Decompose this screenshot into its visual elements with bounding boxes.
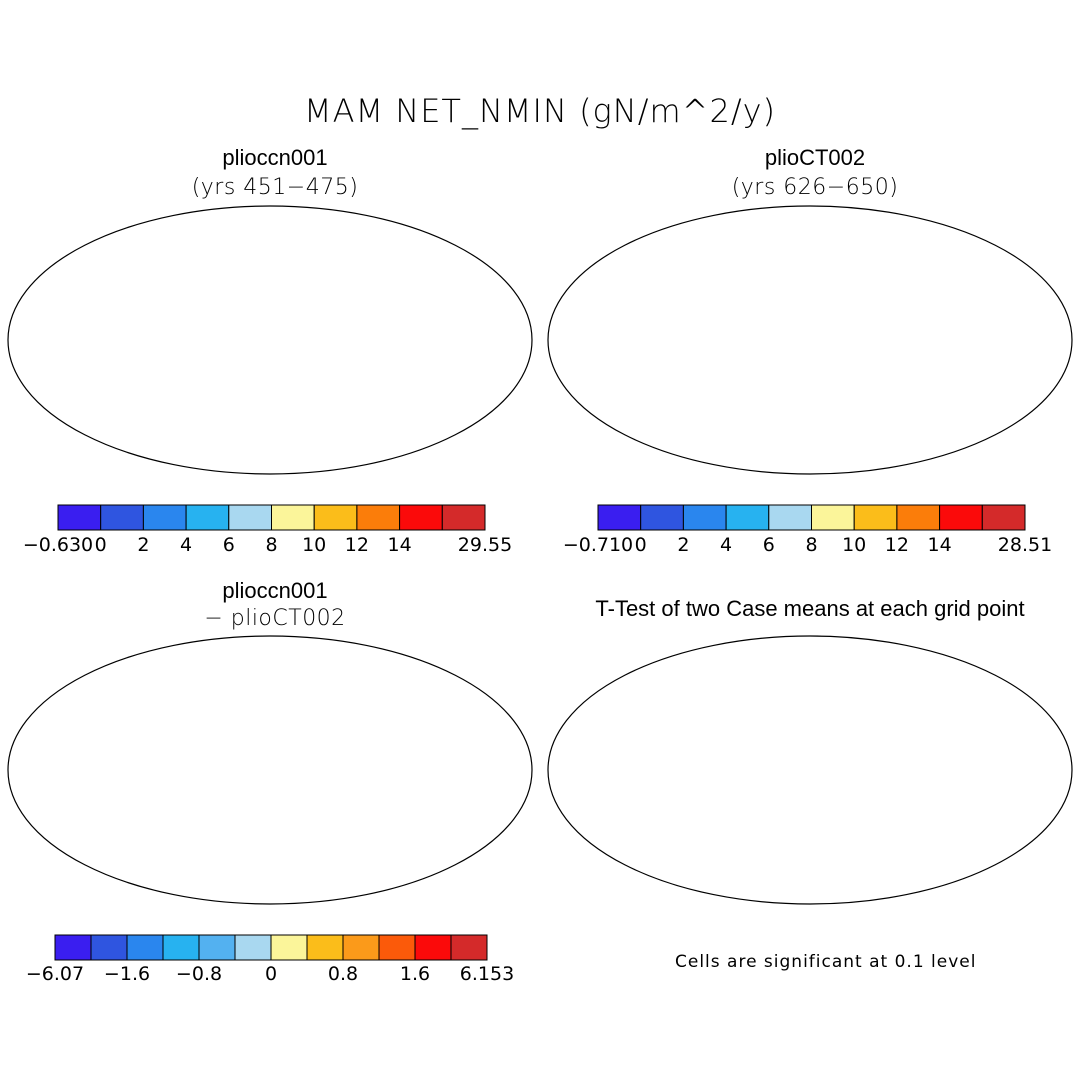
colorbar-3-tick-label: 1.6	[399, 963, 431, 985]
colorbar-2-swatch	[853, 504, 898, 531]
panel-1-subtitle: (yrs 451−475)	[191, 175, 359, 200]
colorbar-2-tick-label: 10	[842, 534, 867, 556]
colorbar-2-swatch	[682, 504, 727, 531]
colorbar-3-swatch	[162, 934, 200, 961]
colorbar-2-tick-label: 2	[677, 534, 690, 556]
colorbar-1-tick-label: 8	[265, 534, 278, 556]
colorbar-2-swatch	[939, 504, 983, 531]
colorbar-1-tick-label: 6	[222, 534, 235, 556]
colorbar-3-swatch	[378, 934, 416, 961]
colorbar-2-tick-label: 28.51	[997, 534, 1053, 556]
panel-2-subtitle: (yrs 626−650)	[731, 175, 899, 200]
panel-2-title: plioCT002	[764, 145, 866, 170]
colorbar-1-swatch	[356, 504, 401, 531]
colorbar-3-tick-label: 6.153	[459, 963, 515, 985]
colorbar-1-swatch	[57, 504, 102, 531]
colorbar-1-swatch	[142, 504, 187, 531]
colorbar-2-tick-label: 4	[720, 534, 733, 556]
colorbar-1-swatch	[228, 504, 273, 531]
panel-1-title: plioccn001	[222, 145, 328, 170]
panel-3-title: plioccn001	[222, 578, 328, 603]
colorbar-1-tick-label: 2	[137, 534, 150, 556]
colorbar-1-tick-label: 0	[94, 534, 107, 556]
colorbar-3-swatch	[198, 934, 236, 961]
colorbar-1-tick-label: 4	[180, 534, 193, 556]
map-panel-4	[547, 635, 1073, 905]
colorbar-1-swatch	[399, 504, 443, 531]
colorbar-3-swatch	[54, 934, 92, 961]
colorbar-1-tick-label: 12	[344, 534, 369, 556]
colorbar-1-swatch	[271, 504, 315, 531]
colorbar-1-swatch	[441, 504, 486, 531]
map-panel-3	[7, 635, 533, 905]
panel-3-subtitle: − plioCT002	[204, 606, 346, 631]
map-panel-1	[7, 205, 533, 475]
colorbar-3-swatch	[270, 934, 308, 961]
colorbar-2-swatch	[768, 504, 812, 531]
colorbar-3-swatch	[450, 934, 488, 961]
colorbar-3-tick-label: −0.8	[175, 963, 223, 985]
panel-4-title: T-Test of two Case means at each grid po…	[595, 596, 1025, 621]
map-panel-2	[547, 205, 1073, 475]
colorbar-2-tick-label: 14	[927, 534, 952, 556]
colorbar-2	[597, 504, 1026, 531]
colorbar-3-swatch	[90, 934, 128, 961]
significance-note: Cells are significant at 0.1 level	[675, 952, 977, 972]
colorbar-1-tick-label: 10	[302, 534, 327, 556]
colorbar-3-swatch	[126, 934, 164, 961]
colorbar-2-tick-label: 6	[762, 534, 775, 556]
colorbar-1-swatch	[185, 504, 230, 531]
colorbar-2-swatch	[725, 504, 770, 531]
colorbar-2-swatch	[597, 504, 642, 531]
colorbar-2-tick-label: −0.710	[562, 534, 634, 556]
colorbar-2-swatch	[640, 504, 684, 531]
colorbar-1-tick-label: −0.630	[22, 534, 94, 556]
colorbar-2-tick-label: 12	[884, 534, 909, 556]
colorbar-3-tick-label: 0.8	[327, 963, 359, 985]
colorbar-1-tick-label: 29.55	[457, 534, 513, 556]
main-title: MAM NET_NMIN (gN/m^2/y)	[303, 92, 777, 130]
colorbar-2-swatch	[811, 504, 855, 531]
colorbar-3-tick-label: −1.6	[103, 963, 151, 985]
colorbar-1	[57, 504, 486, 531]
colorbar-2-tick-label: 0	[634, 534, 647, 556]
colorbar-3-swatch	[342, 934, 380, 961]
colorbar-3-swatch	[234, 934, 272, 961]
colorbar-2-swatch	[981, 504, 1026, 531]
colorbar-2-swatch	[896, 504, 941, 531]
colorbar-3-swatch	[306, 934, 344, 961]
colorbar-1-swatch	[100, 504, 144, 531]
colorbar-2-tick-label: 8	[805, 534, 818, 556]
colorbar-3-tick-label: 0	[264, 963, 278, 985]
colorbar-3-tick-label: −6.07	[25, 963, 85, 985]
colorbar-3	[54, 934, 488, 961]
colorbar-1-swatch	[313, 504, 358, 531]
colorbar-1-tick-label: 14	[387, 534, 412, 556]
colorbar-3-swatch	[414, 934, 452, 961]
